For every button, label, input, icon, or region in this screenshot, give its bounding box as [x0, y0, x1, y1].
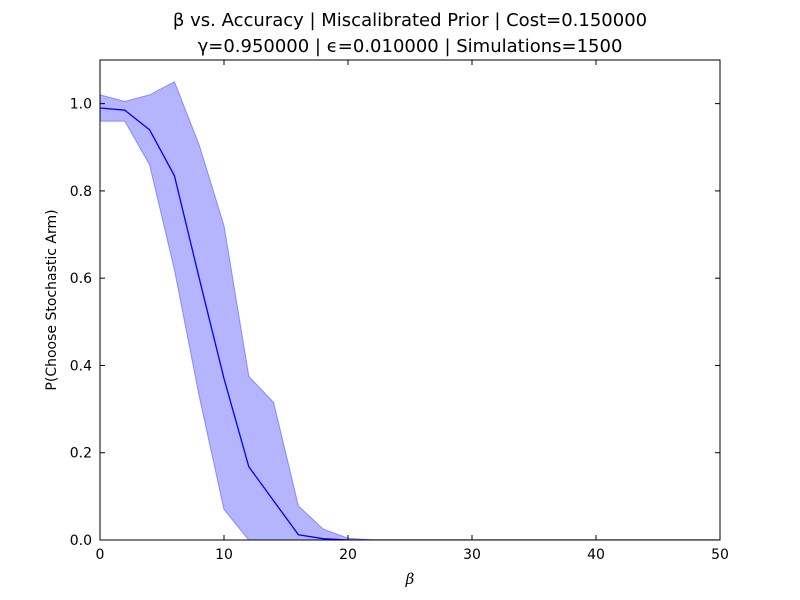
x-tick-label: 50	[711, 547, 729, 563]
mean-line	[100, 107, 720, 540]
y-tick-label: 0.2	[70, 446, 92, 462]
y-tick-label: 0.6	[70, 271, 92, 287]
y-tick-label: 0.8	[70, 184, 92, 200]
chart-title-line1: β vs. Accuracy | Miscalibrated Prior | C…	[173, 10, 647, 31]
x-tick-label: 10	[215, 547, 233, 563]
y-tick-label: 1.0	[70, 97, 92, 113]
y-tick-label: 0.4	[70, 358, 92, 374]
x-tick-label: 20	[339, 547, 357, 563]
plot-frame	[99, 59, 721, 541]
x-tick-label: 40	[587, 547, 605, 563]
y-tick-label: 0.0	[70, 533, 92, 549]
axis-ticks: 0 10 20 30 40 50 0.0 0.2 0.4 0.6 0.8 1.0	[70, 60, 729, 563]
plot-area	[100, 81, 720, 540]
x-tick-label: 30	[463, 547, 481, 563]
chart-title-line2: γ=0.950000 | ϵ=0.010000 | Simulations=15…	[198, 36, 623, 57]
x-tick-label: 0	[96, 547, 105, 563]
confidence-band	[100, 81, 720, 540]
y-axis-label: P(Choose Stochastic Arm)	[44, 209, 60, 390]
x-axis-label: β	[405, 570, 415, 588]
